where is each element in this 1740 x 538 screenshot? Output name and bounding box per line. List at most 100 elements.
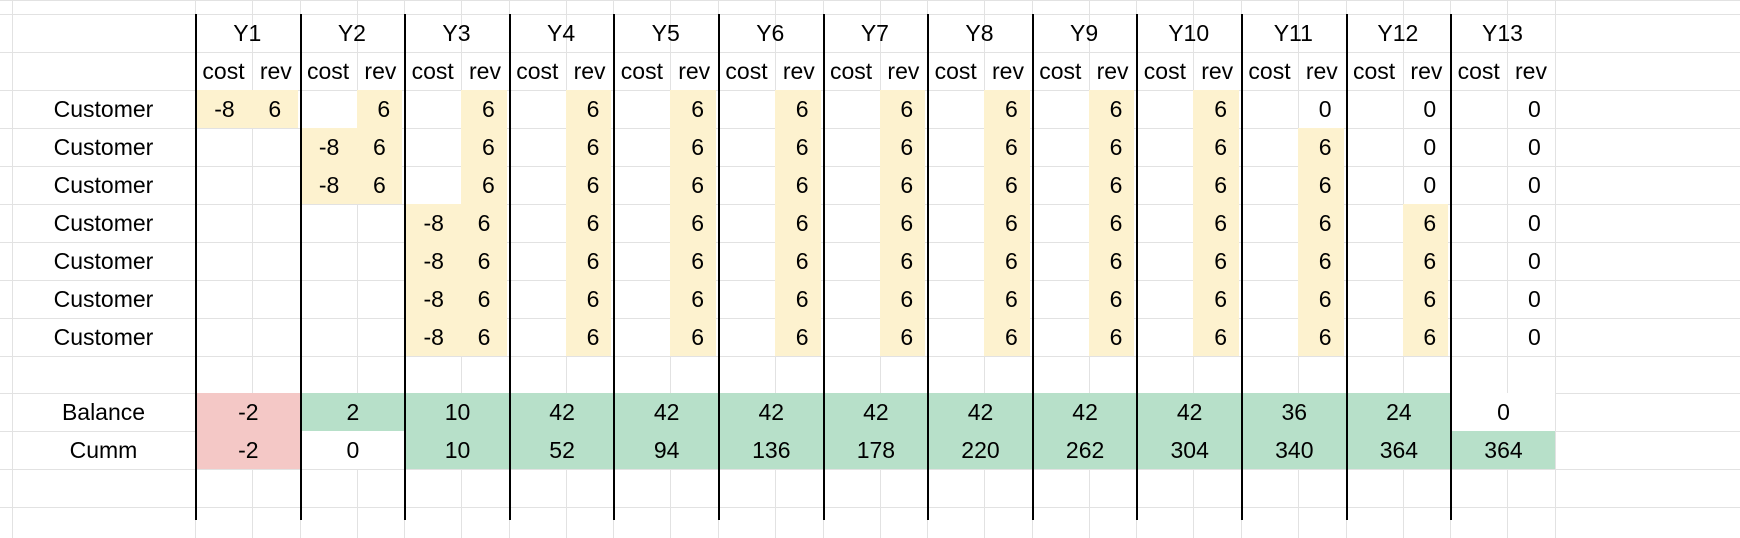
cost-cell[interactable]: -8 [406,318,462,356]
rev-cell[interactable]: 6 [879,128,926,166]
rev-subheader[interactable]: rev [678,57,711,84]
cumm-cell[interactable]: 94 [615,431,718,469]
customer-row-label[interactable]: Customer [53,323,154,350]
rev-subheader[interactable]: rev [887,57,920,84]
balance-cell[interactable]: 42 [720,393,823,431]
cost-cell[interactable] [1138,128,1193,166]
rev-cell[interactable]: 6 [775,128,821,166]
cost-cell[interactable] [1348,166,1403,204]
rev-cell[interactable]: 6 [1088,128,1135,166]
rev-cell[interactable]: 6 [879,204,926,242]
cost-cell[interactable] [511,166,566,204]
year-header-y4[interactable]: Y4 [547,19,576,46]
cost-cell[interactable] [511,90,566,128]
cost-cell[interactable] [302,242,357,280]
cost-cell[interactable] [1243,128,1298,166]
rev-cell[interactable]: 6 [356,166,403,204]
cost-cell[interactable] [1243,280,1298,318]
rev-cell[interactable]: 6 [1193,166,1239,204]
year-header-y6[interactable]: Y6 [756,19,785,46]
rev-cell[interactable]: 6 [775,204,821,242]
rev-subheader[interactable]: rev [1305,57,1338,84]
cost-cell[interactable] [1348,128,1403,166]
rev-cell[interactable] [252,242,298,280]
rev-cell[interactable]: 6 [565,318,612,356]
cost-subheader[interactable]: cost [202,57,245,84]
cost-cell[interactable] [1138,90,1193,128]
rev-cell[interactable]: 6 [1088,280,1135,318]
cost-cell[interactable] [720,204,775,242]
cost-cell[interactable] [929,318,984,356]
cost-cell[interactable] [197,128,252,166]
rev-cell[interactable]: 6 [1088,318,1135,356]
cost-cell[interactable] [615,318,670,356]
cost-cell[interactable] [929,204,984,242]
balance-cell[interactable]: 24 [1347,393,1451,431]
rev-cell[interactable]: 6 [670,128,716,166]
cost-cell[interactable]: -8 [197,90,252,128]
cost-cell[interactable] [406,90,461,128]
rev-cell[interactable]: 6 [1193,280,1239,318]
cost-cell[interactable]: -8 [406,280,462,318]
cost-cell[interactable] [406,166,461,204]
year-header-y9[interactable]: Y9 [1070,19,1099,46]
rev-cell[interactable]: 6 [461,166,507,204]
rev-cell[interactable]: 0 [1527,323,1541,350]
cumm-row-label[interactable]: Cumm [69,436,138,463]
cost-cell[interactable] [825,128,880,166]
cost-subheader[interactable]: cost [1353,57,1396,84]
cost-cell[interactable] [720,90,775,128]
rev-cell[interactable]: 6 [775,318,821,356]
rev-cell[interactable]: 6 [670,204,716,242]
rev-cell[interactable]: 6 [1298,242,1344,280]
rev-cell[interactable]: 6 [775,242,821,280]
rev-cell[interactable]: 0 [1527,247,1541,274]
rev-cell[interactable]: 0 [1527,133,1541,160]
rev-cell[interactable]: 0 [1423,171,1437,198]
cumm-cell[interactable]: 0 [301,431,405,469]
customer-row-label[interactable]: Customer [53,209,154,236]
rev-cell[interactable]: 6 [775,166,821,204]
rev-cell[interactable]: 6 [565,90,612,128]
cost-cell[interactable] [1452,128,1507,166]
rev-cell[interactable]: 6 [1402,204,1449,242]
rev-cell[interactable]: 6 [984,128,1030,166]
cumm-cell[interactable]: 136 [720,431,823,469]
cost-cell[interactable] [1243,318,1298,356]
rev-cell[interactable]: 6 [1088,90,1135,128]
cost-cell[interactable] [1348,242,1403,280]
cost-cell[interactable] [615,242,670,280]
cost-cell[interactable] [720,318,775,356]
year-header-y11[interactable]: Y11 [1273,19,1313,46]
cost-cell[interactable] [720,166,775,204]
cost-cell[interactable] [929,166,984,204]
rev-cell[interactable]: 6 [461,280,507,318]
rev-cell[interactable]: 0 [1527,171,1541,198]
rev-cell[interactable]: 6 [461,90,507,128]
rev-cell[interactable]: 6 [1402,242,1449,280]
cost-subheader[interactable]: cost [725,57,768,84]
cost-subheader[interactable]: cost [1039,57,1082,84]
rev-cell[interactable]: 0 [1318,95,1332,122]
rev-cell[interactable]: 6 [1298,204,1344,242]
customer-row-label[interactable]: Customer [53,247,154,274]
cost-cell[interactable] [1243,204,1298,242]
rev-cell[interactable]: 6 [879,242,926,280]
rev-cell[interactable]: 6 [775,90,821,128]
rev-cell[interactable]: 6 [775,280,821,318]
cumm-cell[interactable]: 304 [1138,431,1241,469]
cost-cell[interactable]: -8 [406,242,462,280]
rev-subheader[interactable]: rev [364,57,397,84]
rev-cell[interactable]: 6 [565,166,612,204]
cost-cell[interactable] [1034,318,1089,356]
cumm-cell[interactable]: -2 [197,431,300,469]
rev-cell[interactable]: 6 [984,204,1030,242]
cost-cell[interactable] [1034,242,1089,280]
rev-cell[interactable]: 6 [1298,128,1344,166]
cost-cell[interactable] [1138,242,1193,280]
balance-cell[interactable]: 42 [1033,393,1137,431]
balance-cell[interactable]: 10 [406,393,509,431]
customer-row-label[interactable]: Customer [53,171,154,198]
rev-cell[interactable]: 6 [252,90,298,128]
balance-row-label[interactable]: Balance [61,398,146,425]
